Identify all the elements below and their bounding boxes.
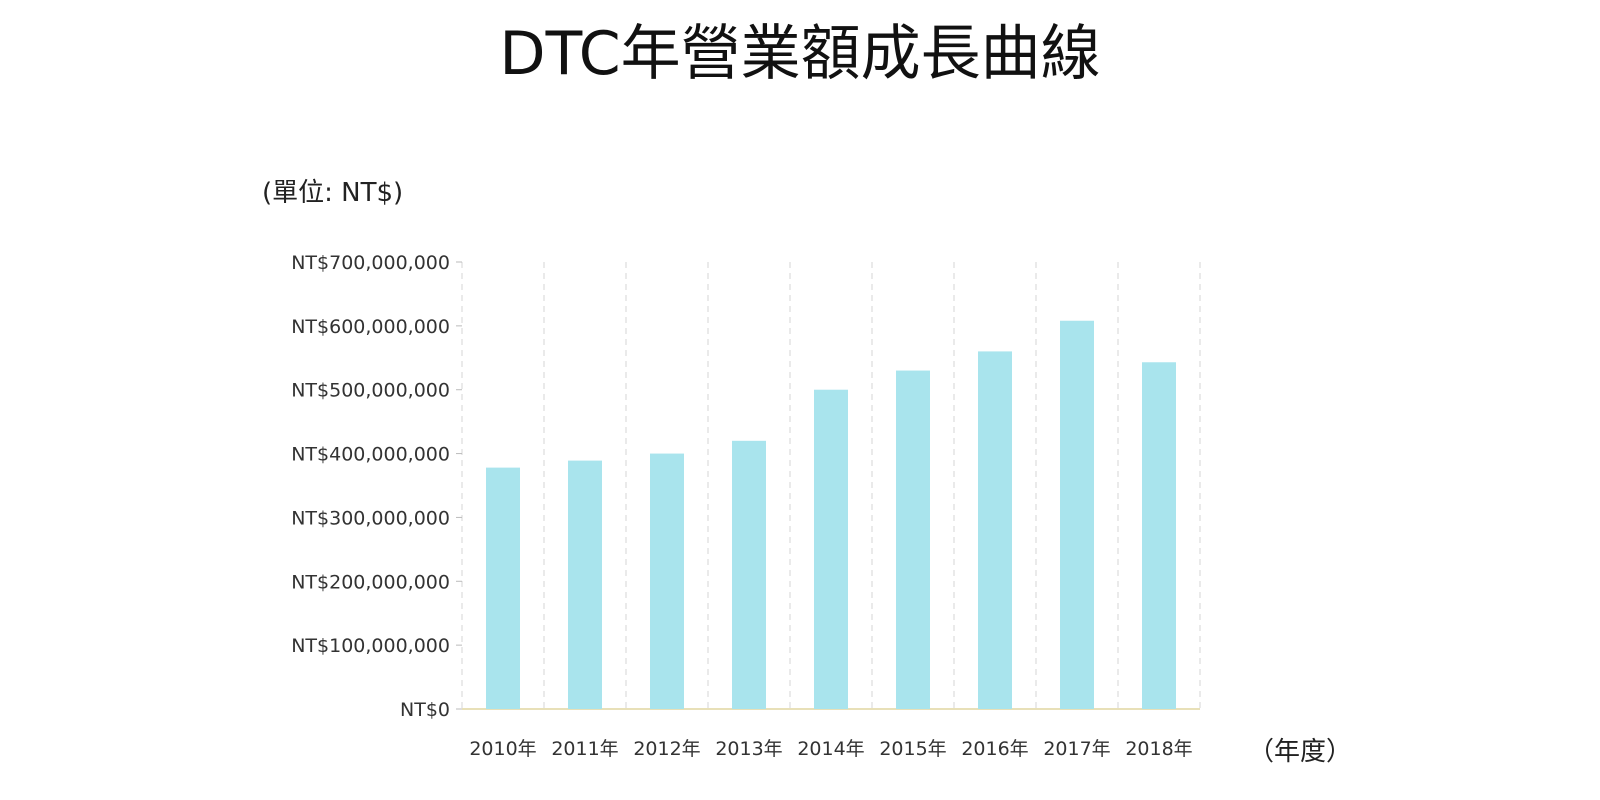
bar	[1142, 362, 1176, 709]
bar	[732, 440, 766, 709]
bar	[486, 467, 520, 709]
x-tick-label: 2014年	[797, 738, 864, 760]
bar	[650, 453, 684, 709]
y-tick-label: NT$700,000,000	[291, 252, 450, 274]
y-tick-label: NT$600,000,000	[291, 316, 450, 338]
y-axis-ticks: NT$0 NT$100,000,000 NT$200,000,000 NT$300,0…	[291, 252, 462, 721]
x-unit-label: （年度）	[1248, 737, 1352, 767]
y-tick-label: NT$500,000,000	[291, 380, 450, 402]
unit-label: (單位: NT$)	[262, 178, 404, 208]
grid-lines	[461, 262, 1201, 709]
x-tick-label: 2016年	[961, 738, 1028, 760]
bar	[1060, 320, 1094, 709]
bars	[486, 320, 1176, 709]
bar	[814, 389, 848, 709]
y-tick-label: NT$0	[400, 699, 450, 721]
x-tick-label: 2013年	[715, 738, 782, 760]
x-axis-ticks: 2010年 2011年 2012年 2013年 2014年 2015年 2016年 2017年…	[469, 738, 1192, 760]
x-tick-label: 2012年	[633, 738, 700, 760]
x-tick-label: 2017年	[1043, 738, 1110, 760]
bar	[568, 460, 602, 709]
bar	[896, 370, 930, 709]
chart-title: DTC年營業額成長曲線	[499, 19, 1101, 89]
y-tick-label: NT$100,000,000	[291, 635, 450, 657]
x-tick-label: 2018年	[1125, 738, 1192, 760]
x-tick-label: 2011年	[551, 738, 618, 760]
bar	[978, 351, 1012, 709]
y-tick-label: NT$400,000,000	[291, 444, 450, 466]
y-tick-label: NT$200,000,000	[291, 571, 450, 593]
y-tick-label: NT$300,000,000	[291, 507, 450, 529]
x-tick-label: 2015年	[879, 738, 946, 760]
x-tick-label: 2010年	[469, 738, 536, 760]
